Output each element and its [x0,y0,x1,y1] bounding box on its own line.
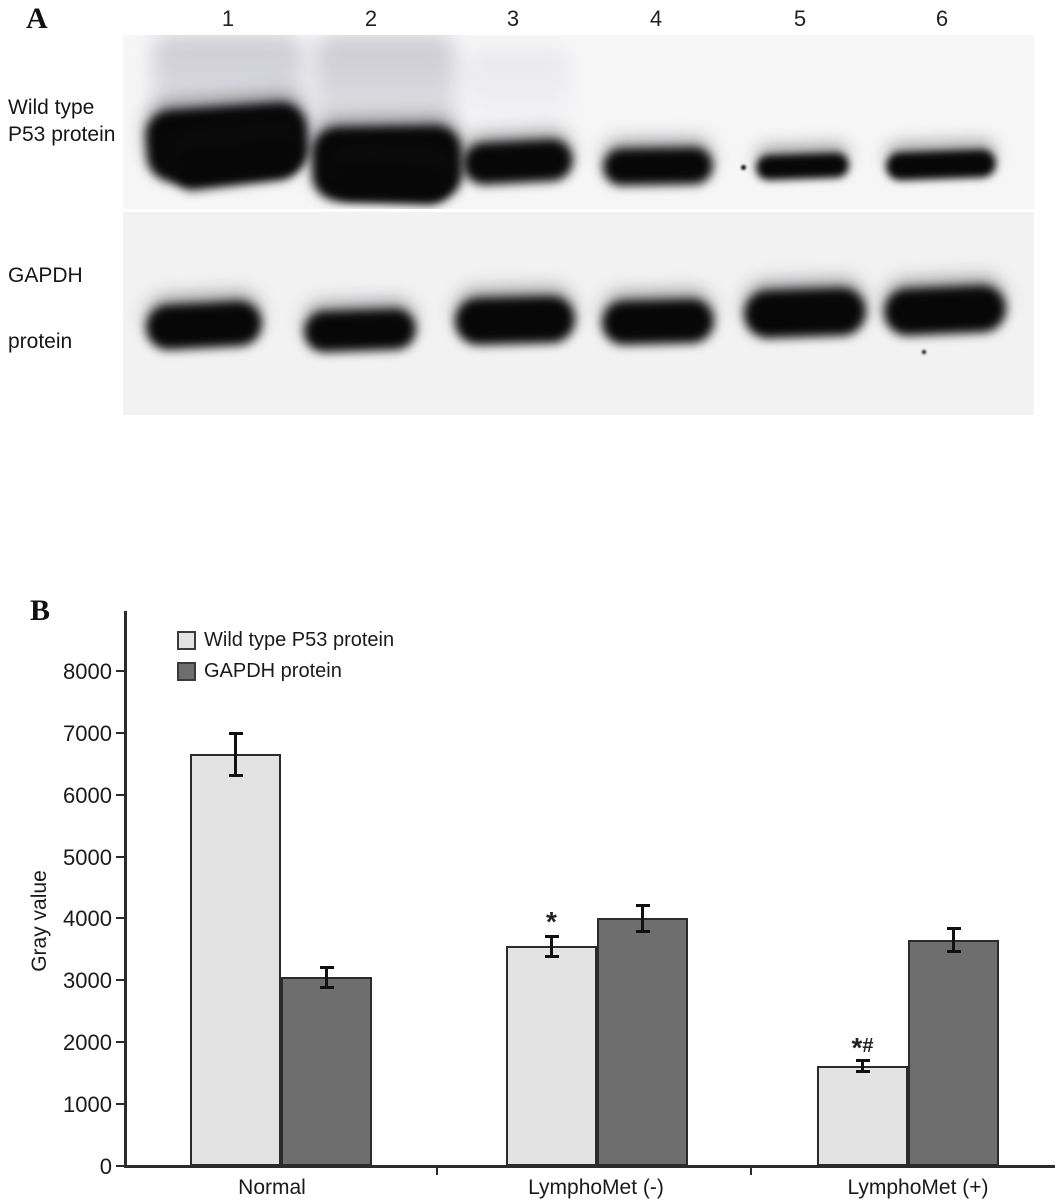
blot-gapdh-strip [123,212,1034,415]
hash-mark: # [862,1034,874,1057]
error-bar [325,966,328,988]
y-tick [116,731,124,734]
error-bar-cap-bottom [855,1069,870,1073]
error-bar-cap-top [319,965,334,969]
error-bar-cap-top [228,731,243,735]
row-label-gapdh-line1: GAPDH [8,264,83,287]
error-bar [550,935,553,957]
legend-item: Wild type P53 protein [177,629,394,651]
blot-smear [468,50,568,135]
y-tick-label: 6000 [63,782,112,808]
significance-annotation: *# [851,1031,874,1065]
y-tick [116,855,124,858]
error-bar-cap-top [946,926,961,930]
lane-number-6: 6 [935,6,949,31]
y-axis-label: Gray value [28,870,51,972]
error-bar-cap-bottom [946,950,961,954]
error-bar-cap-top [544,934,559,938]
significance-annotation: * [546,907,557,939]
y-tick-label: 4000 [63,906,112,932]
x-tick [436,1168,438,1175]
y-tick-label: 7000 [63,720,112,746]
row-label-gapdh-line2: protein [8,330,73,353]
y-tick-label: 3000 [63,968,112,994]
x-category-label: LymphoMet (+) [847,1176,989,1199]
error-bar-cap-bottom [228,774,243,778]
y-tick-label: 5000 [63,844,112,870]
y-tick [116,917,124,920]
bar [281,977,372,1166]
lane-number-1: 1 [221,6,235,31]
row-label-p53-line2: P53 protein [8,123,116,146]
blot-image [123,35,1034,415]
lane-number-3: 3 [506,6,520,31]
bar [817,1065,908,1166]
y-tick [116,1165,124,1167]
panel-b-label: B [30,594,51,627]
asterisk-mark: * [546,905,557,937]
error-bar [234,732,237,777]
x-category-label: LymphoMet (-) [528,1176,664,1199]
lane-number-2: 2 [364,6,378,31]
asterisk-mark: * [851,1031,863,1063]
y-tick [116,979,124,982]
error-bar-cap-bottom [635,930,650,934]
blot-p53-strip [123,35,1034,209]
legend-label: Wild type P53 protein [204,628,395,651]
x-axis-line [124,1165,1055,1168]
legend-label: GAPDH protein [204,659,342,682]
bar [506,946,597,1166]
legend-item: GAPDH protein [177,660,342,682]
y-tick-label: 0 [99,1154,112,1179]
error-bar-cap-bottom [544,954,559,958]
y-tick [116,1103,124,1106]
y-tick-label: 8000 [63,658,112,684]
x-tick [750,1168,752,1175]
legend-swatch [177,630,196,650]
legend-swatch [177,661,196,681]
bar [190,754,281,1166]
y-tick-label: 2000 [63,1030,112,1056]
error-bar [861,1059,864,1072]
error-bar-cap-top [635,903,650,907]
y-axis-line [124,611,127,1168]
bar [908,940,999,1166]
y-tick [116,1041,124,1044]
blot-speck [741,165,746,170]
y-tick [116,669,124,672]
panel-a-label: A [26,2,48,35]
row-label-p53-line1: Wild type [8,96,95,119]
y-tick [116,793,124,796]
blot-speck [922,350,926,354]
lane-number-4: 4 [649,6,663,31]
error-bar-cap-bottom [319,985,334,989]
error-bar [641,904,644,933]
bar [597,918,688,1166]
error-bar-cap-top [855,1058,870,1062]
x-category-label: Normal [238,1176,306,1199]
error-bar [952,927,955,953]
y-tick-label: 1000 [63,1092,112,1118]
lane-number-5: 5 [793,6,807,31]
